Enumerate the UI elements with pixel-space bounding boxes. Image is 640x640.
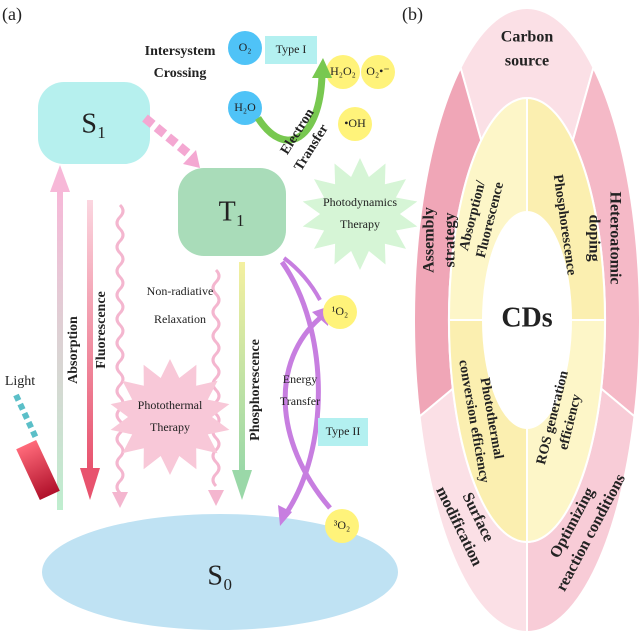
species: ¹O₂ [332,304,348,318]
species: ³O₂ [334,518,350,532]
light-beam [13,393,39,440]
label: Transfer [280,394,320,408]
panel-label: (b) [402,4,423,25]
species: •OH [344,116,366,130]
label-group: Heteroatomic doping [585,192,623,285]
species-circle [228,31,262,65]
arrowhead [278,505,292,526]
center-disc [483,212,571,428]
species: H₂O₂ [330,64,356,78]
fluorescence-arrow [87,200,93,470]
energy-transfer-arrow [279,260,321,517]
outer-label: strategy [442,212,459,267]
t1-level [178,168,286,256]
label-group: Assembly strategy [421,207,459,273]
label: Therapy [150,420,190,434]
label: Type I [276,42,307,56]
panel-label: (a) [2,4,22,25]
species-circle [338,107,372,141]
stars [110,158,418,475]
state-label: S₁ [81,108,106,139]
arrowhead [50,165,70,192]
type-box [265,36,317,64]
isc-arrow [142,114,193,159]
center-label: CDs [501,302,552,333]
species-circle [326,55,360,89]
energy-transfer-arrow [282,256,322,301]
species-circle [325,509,359,543]
starburst [302,158,418,270]
label: Energy [283,372,317,386]
label: Non-radiative [147,284,214,298]
label: Crossing [154,66,207,81]
s0-level [42,514,398,630]
arrowhead [312,58,332,78]
light-source [16,439,60,501]
label: Phosphorescence [248,339,263,441]
species: H₂O [234,100,256,114]
label: Absorption [66,316,81,384]
species-circle [323,295,357,329]
label: Photodynamics [323,195,397,209]
type-box [318,418,368,446]
species-circle [361,55,395,89]
label: Photothermal [138,398,203,412]
relaxation-wave [211,268,221,488]
energy-transfer-arrow [282,316,332,510]
outer-label: Assembly [421,207,438,273]
label: Relaxation [154,312,206,326]
outer-label: Carbon [501,29,554,46]
light-body [16,439,60,501]
arrowhead [208,490,224,506]
outer-label: source [505,53,549,70]
species: O₂ [239,40,252,54]
starburst [110,359,230,475]
panel-a: (a) S₁ T₁ S₀ [2,4,418,630]
rings [413,7,640,634]
electron-transfer-arrow [255,74,326,144]
state-label: S₀ [207,560,232,591]
outer-label: Heteroatomic [606,192,623,285]
label: Therapy [340,217,380,231]
relaxation-wave [115,203,125,495]
arrowhead [80,468,100,500]
s1-level [38,82,150,164]
label: Intersystem [145,44,216,59]
outer-label: doping [585,214,602,261]
arrowhead [183,150,200,168]
label: Light [5,374,35,389]
label: Type II [326,424,361,438]
label: Fluorescence [94,291,109,369]
state-label: T₁ [219,196,246,227]
phosphorescence-arrow [239,262,245,472]
panel-b: (b) CDs Carbon source Heteroatomic dopin… [402,4,640,634]
arrowhead [112,492,128,508]
species: O₂•⁻ [366,64,389,78]
absorption-arrow [57,190,63,510]
arrowhead [232,470,252,500]
species-circle [228,91,262,125]
